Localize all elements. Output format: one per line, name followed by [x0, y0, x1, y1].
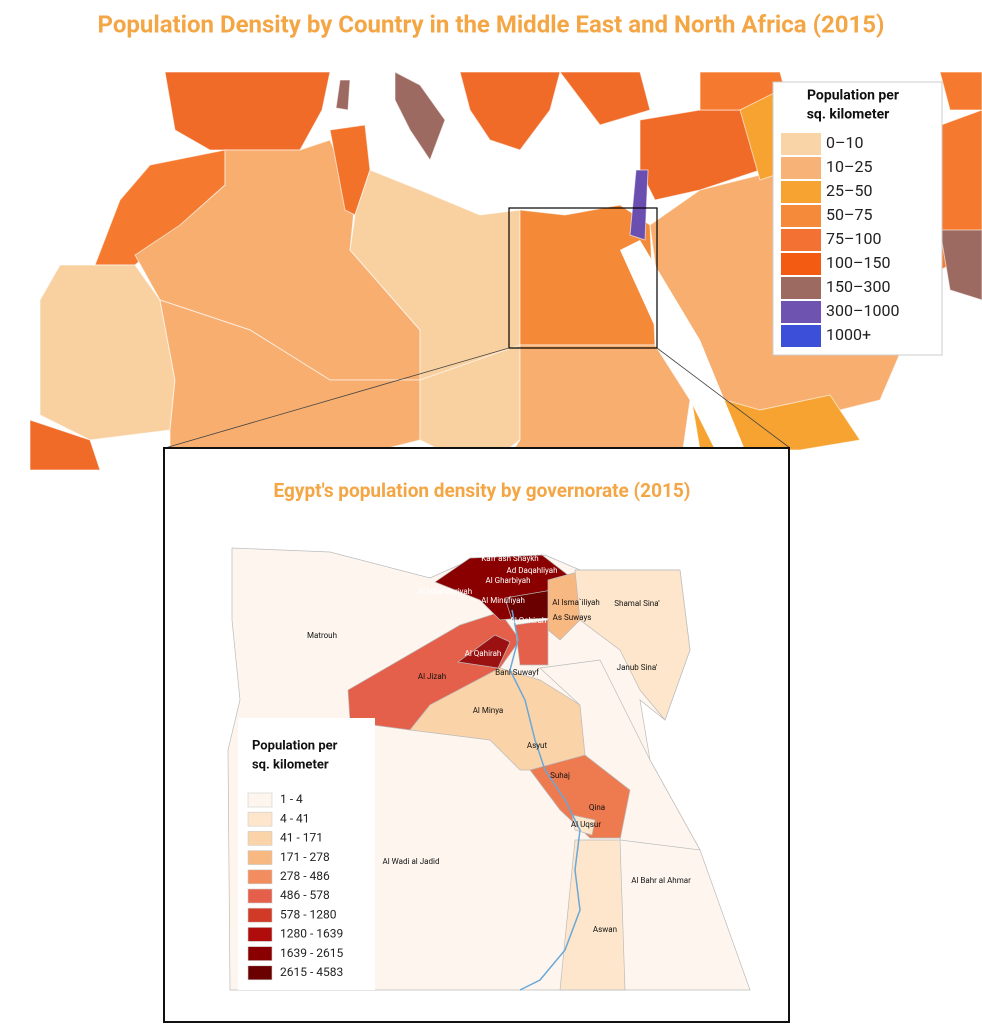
legend-label: 50–75 [826, 205, 872, 224]
nile [509, 609, 581, 991]
governorate-label: Al Qahirah [465, 649, 502, 658]
governorate-label: Janub Sina' [617, 663, 658, 672]
legend-swatch [247, 869, 273, 885]
legend-swatch [781, 277, 821, 299]
governorate-label: Qina [589, 803, 605, 812]
governorate-label: Matrouh [307, 631, 337, 640]
legend-title: sq. kilometer [807, 107, 890, 123]
legend-label: 25–50 [826, 181, 872, 200]
legend-label: 578 - 1280 [280, 907, 337, 921]
governorate-label: Al Iskandariyah [418, 587, 472, 596]
inset-legend-title: sq. kilometer [252, 757, 329, 772]
governorate-label: Al Minufiyah [481, 596, 525, 605]
legend-swatch [247, 888, 273, 904]
governorate-label: Al Jizah [418, 672, 446, 681]
governorate-label: Aswan [593, 925, 617, 934]
legend-label: 100–150 [826, 253, 890, 272]
legend-label: 4 - 41 [280, 811, 310, 825]
legend-swatch [781, 229, 821, 251]
legend-label: 2615 - 4583 [280, 965, 343, 979]
legend-label: 1 - 4 [280, 792, 303, 806]
legend-swatch [247, 965, 273, 981]
governorate-label: Al Gharbiyah [486, 576, 531, 585]
legend-swatch [781, 205, 821, 227]
governorate-label: Al Wadi al Jadid [383, 857, 440, 866]
legend-swatch [247, 850, 273, 865]
legend-swatch [781, 253, 821, 275]
title: Population Density by Country in the Mid… [98, 10, 885, 38]
legend-label: 10–25 [826, 157, 872, 176]
legend-label: 300–1000 [826, 301, 899, 320]
zoom-line [164, 347, 510, 449]
governorate-label: Ad Daqahliyah [507, 566, 558, 575]
zoom-line [656, 347, 791, 449]
legend-swatch [781, 181, 821, 203]
inset-title: Egypt's population density by governorat… [274, 479, 691, 502]
legend-swatch [247, 831, 273, 846]
legend-swatch [781, 325, 821, 347]
governorate-label: Al Uqsur [571, 820, 601, 829]
inset-legend-title: Population per [252, 738, 338, 753]
governorate-label: Al Minya [473, 706, 504, 715]
legend-label: 1000+ [826, 325, 871, 344]
legend-swatch [247, 811, 273, 827]
governorate-label: Al Isma`iliyah [552, 598, 600, 607]
governorate-label: Suhaj [550, 771, 570, 780]
legend-label: 75–100 [826, 229, 881, 248]
legend-title: Population per [807, 88, 899, 104]
legend-swatch [781, 157, 821, 179]
governorate-labels: Kafr ash Shaykh Ad Daqahliyah Al Gharbiy… [307, 554, 691, 934]
governorate-label: As Suways [553, 613, 592, 622]
legend-label: 1639 - 2615 [280, 946, 343, 960]
zoom-box [508, 207, 658, 349]
governorate-label: Al Qahirah [510, 616, 547, 625]
governorate-label: Shamal Sina' [614, 599, 659, 608]
legend-label: 1280 - 1639 [280, 927, 343, 941]
governorate-label: Asyut [527, 741, 548, 750]
legend-label: 278 - 486 [280, 869, 330, 883]
governorate-label: Al Bahr al Ahmar [631, 876, 691, 885]
legend-swatch [247, 792, 273, 808]
legend-swatch [247, 907, 273, 923]
legend-label: 0–10 [826, 133, 863, 152]
legend-label: 486 - 578 [280, 888, 330, 902]
legend-label: 171 - 278 [280, 850, 330, 864]
legend-swatch [247, 927, 273, 942]
legend-swatch [781, 301, 821, 323]
legend-label: 41 - 171 [280, 831, 323, 845]
governorate-label: Kafr ash Shaykh [481, 554, 538, 563]
legend-label: 150–300 [826, 277, 890, 296]
governorate-label: Bani Suwayf [495, 668, 539, 677]
legend-swatch [781, 133, 821, 155]
legend-swatch [247, 946, 273, 961]
